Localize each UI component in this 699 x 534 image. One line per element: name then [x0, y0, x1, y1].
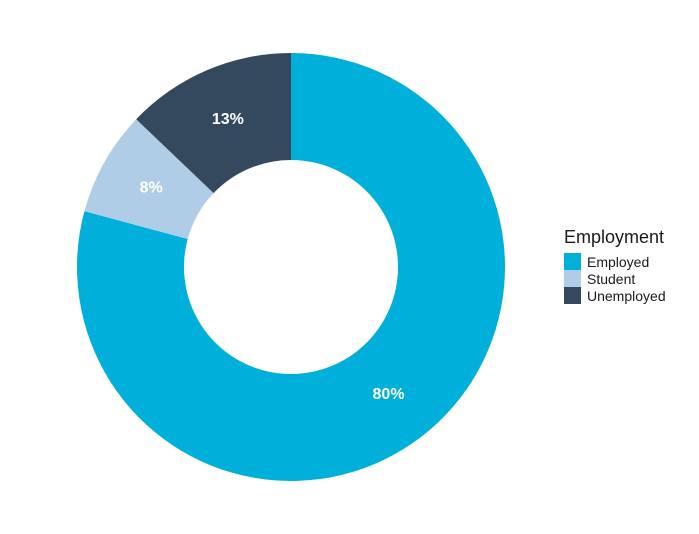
legend-label-unemployed: Unemployed	[587, 287, 666, 304]
slice-unemployed	[136, 53, 291, 194]
legend-title: Employment	[564, 227, 665, 247]
data-label-student: 8%	[140, 180, 163, 197]
legend-label-student: Student	[587, 270, 636, 287]
legend-label-employed: Employed	[587, 253, 650, 270]
legend-swatch-unemployed	[564, 287, 581, 304]
slice-employed	[76, 53, 505, 481]
legend-item-employed: Employed	[564, 253, 666, 270]
data-label-unemployed: 13%	[212, 111, 244, 128]
legend-item-student: Student	[564, 270, 666, 287]
legend-swatch-student	[564, 270, 581, 287]
legend-item-unemployed: Unemployed	[564, 287, 666, 304]
slice-student	[84, 119, 214, 240]
data-label-employed: 80%	[373, 386, 405, 403]
legend: Employment Employed Student Unemployed	[564, 227, 666, 304]
legend-swatch-employed	[564, 253, 581, 270]
